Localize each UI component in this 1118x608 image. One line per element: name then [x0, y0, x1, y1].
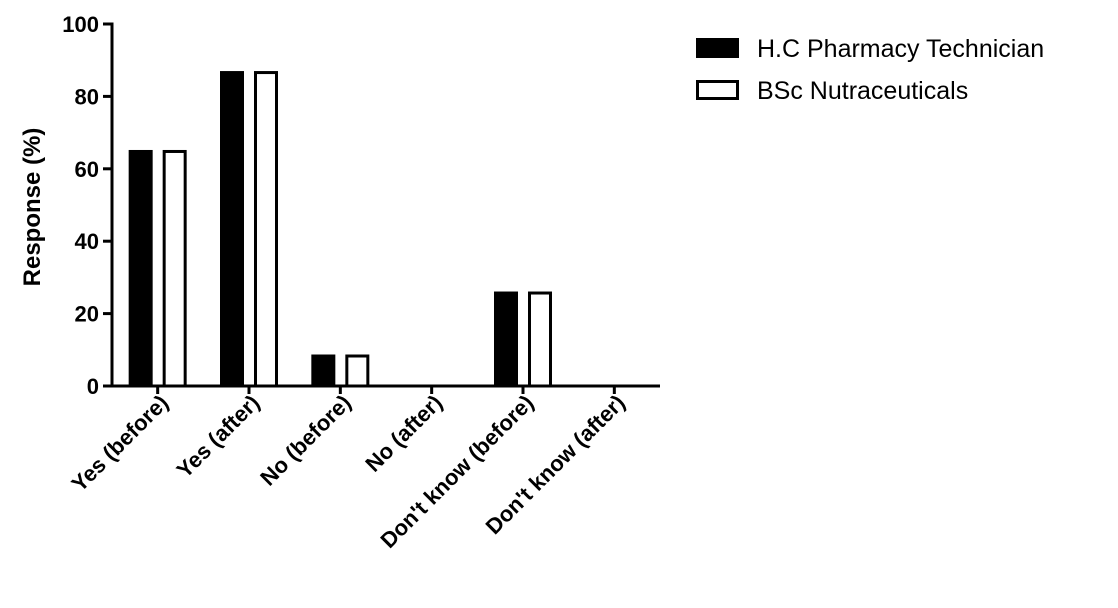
bar-hc-pharmacy-technician [128, 149, 153, 388]
legend-swatch [696, 38, 739, 58]
bar-bsc-nutraceuticals [528, 291, 552, 388]
category-label: Yes (after) [172, 390, 265, 483]
category-label: No (before) [255, 390, 356, 491]
legend-label: H.C Pharmacy Technician [757, 35, 1044, 63]
bar-hc-pharmacy-technician [494, 291, 518, 388]
y-tick-label: 60 [75, 157, 99, 182]
category-label: Don't know (before) [375, 390, 538, 553]
category-label: No (after) [360, 390, 447, 477]
bar-hc-pharmacy-technician [311, 354, 336, 388]
legend-swatch [696, 80, 739, 100]
y-tick-label: 40 [75, 229, 99, 254]
y-axis-title: Response (%) [19, 128, 46, 287]
bar-hc-pharmacy-technician [220, 71, 244, 388]
y-tick-label: 100 [62, 12, 99, 37]
y-tick-label: 20 [75, 302, 99, 327]
bar-bsc-nutraceuticals [345, 354, 370, 388]
y-tick-label: 0 [87, 374, 99, 399]
legend-label: BSc Nutraceuticals [757, 77, 968, 105]
bar-bsc-nutraceuticals [162, 149, 187, 388]
bar-bsc-nutraceuticals [254, 71, 278, 388]
category-label: Yes (before) [66, 390, 173, 497]
y-tick-label: 80 [75, 84, 99, 109]
